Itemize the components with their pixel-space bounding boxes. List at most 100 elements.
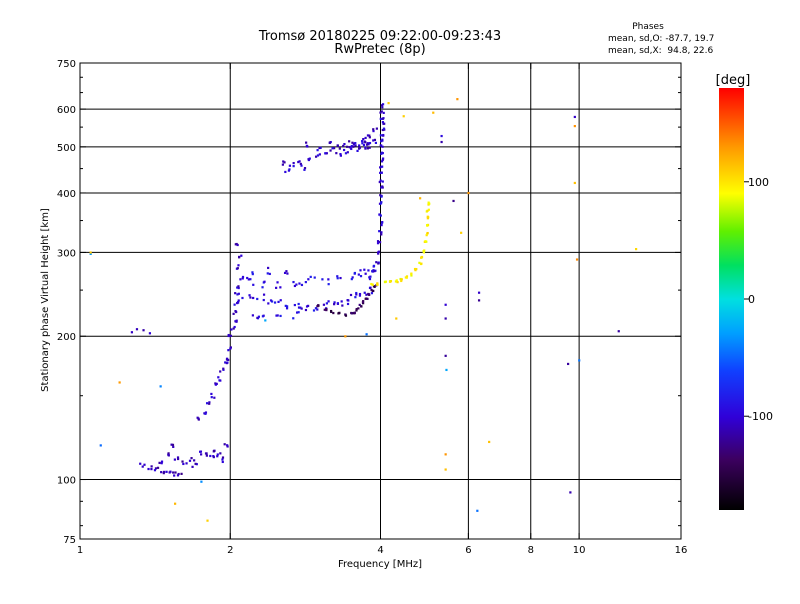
echo-point — [402, 115, 405, 118]
echo-point — [167, 454, 170, 457]
echo-point — [284, 304, 287, 307]
echo-point — [288, 168, 291, 171]
echo-point — [381, 145, 384, 148]
echo-point — [372, 129, 375, 133]
echo-point — [426, 209, 429, 212]
echo-point — [208, 401, 211, 404]
echo-point — [363, 268, 366, 271]
echo-point — [319, 146, 322, 149]
x-tick-label: 1 — [77, 545, 83, 556]
echo-point — [381, 165, 384, 168]
echo-point — [329, 309, 333, 313]
echo-point — [118, 381, 121, 384]
y-tick-label: 400 — [57, 189, 76, 200]
echo-point — [381, 106, 384, 109]
echo-point — [354, 296, 357, 299]
echo-point — [332, 311, 335, 315]
echo-point — [363, 291, 366, 294]
echo-point — [358, 294, 362, 297]
echo-point — [252, 296, 255, 300]
echo-point — [399, 277, 402, 281]
echo-point — [279, 286, 282, 289]
echo-point — [236, 243, 239, 247]
echo-point — [168, 471, 171, 474]
echo-point — [426, 215, 429, 218]
echo-point — [364, 136, 367, 140]
echo-point — [214, 382, 217, 385]
echo-point — [251, 272, 254, 276]
echo-point — [316, 149, 319, 152]
echo-point — [328, 141, 331, 144]
echo-point — [344, 152, 348, 155]
echo-point — [427, 201, 430, 204]
echo-point — [199, 450, 202, 453]
x-tick-label: 8 — [528, 545, 534, 556]
echo-point — [456, 98, 459, 101]
echo-point — [214, 383, 217, 386]
x-tick-label: 4 — [377, 545, 383, 556]
echo-point — [366, 147, 369, 150]
echo-point — [467, 191, 470, 195]
echo-point — [305, 305, 309, 308]
echo-point — [380, 171, 383, 174]
echo-point — [477, 291, 481, 294]
echo-point — [304, 308, 308, 312]
echo-point — [234, 292, 237, 295]
echo-point — [173, 502, 177, 505]
echo-point — [373, 138, 377, 141]
echo-point — [304, 281, 307, 284]
echo-point — [193, 459, 196, 462]
echo-point — [339, 276, 342, 280]
echo-point — [351, 276, 354, 279]
echo-point — [333, 303, 336, 306]
echo-point — [287, 169, 291, 172]
echo-point — [375, 261, 378, 264]
echo-point — [204, 411, 208, 414]
echo-point — [380, 201, 383, 204]
echo-point — [424, 240, 427, 243]
echo-point — [444, 453, 447, 456]
echo-point — [139, 462, 142, 465]
echo-point — [229, 346, 232, 349]
echo-point — [364, 146, 367, 149]
echo-point — [333, 147, 336, 150]
echo-point — [440, 140, 443, 144]
echo-point — [578, 359, 581, 362]
colorbar-tick-label: 0 — [748, 293, 755, 306]
echo-point — [336, 277, 339, 280]
echo-point — [368, 277, 372, 281]
echo-point — [300, 164, 303, 167]
echo-point — [276, 281, 279, 284]
echo-point — [221, 460, 224, 464]
echo-point — [142, 329, 145, 332]
echo-point — [358, 146, 362, 149]
echo-point — [354, 144, 357, 147]
echo-point — [297, 302, 300, 306]
echo-point — [425, 234, 428, 237]
echo-point — [410, 274, 413, 277]
echo-point — [372, 264, 376, 267]
echo-point — [308, 157, 311, 160]
echo-point — [368, 136, 371, 139]
echo-point — [355, 291, 358, 295]
echo-point — [147, 467, 150, 471]
echo-point — [219, 379, 222, 382]
x-tick-label: 2 — [227, 545, 233, 556]
echo-point — [573, 115, 576, 119]
echo-point — [234, 320, 237, 323]
echo-point — [283, 271, 287, 275]
echo-point — [347, 299, 350, 302]
echo-point — [379, 166, 382, 169]
echo-point — [171, 443, 175, 446]
echo-point — [382, 111, 385, 115]
echo-point — [176, 456, 180, 459]
echo-point — [425, 224, 429, 227]
echo-point — [370, 288, 373, 292]
echo-point — [348, 145, 351, 149]
echo-point — [279, 314, 282, 318]
echo-point — [236, 267, 239, 270]
echo-point — [327, 300, 330, 303]
echo-point — [277, 300, 280, 304]
echo-point — [235, 319, 238, 322]
echo-point — [251, 314, 254, 317]
